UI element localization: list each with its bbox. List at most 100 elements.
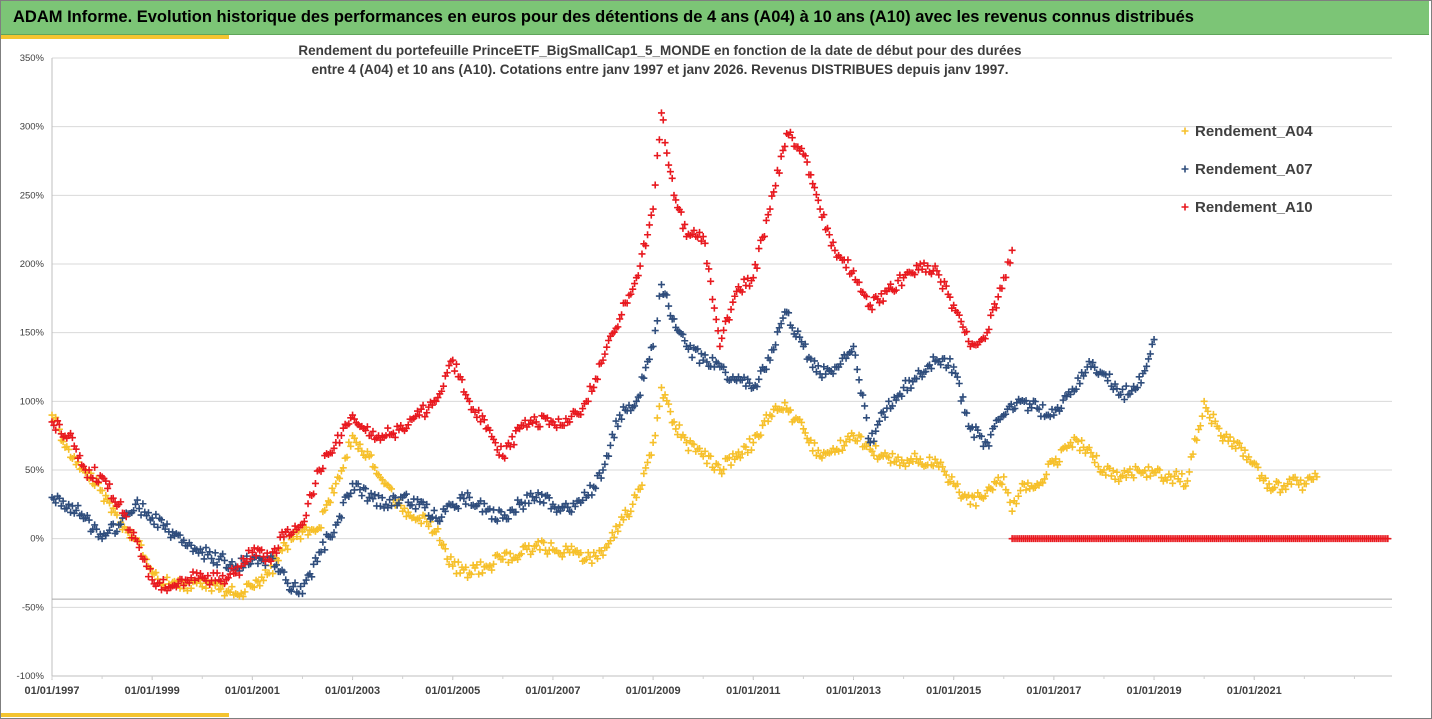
data-point-rendement_a07 [950,363,958,371]
interp-point-rendement_a07 [395,499,403,507]
data-point-rendement_a10 [649,205,657,213]
data-point-rendement_a07 [65,500,73,508]
interp-point-rendement_a07 [157,516,165,524]
interp-point-rendement_a04 [560,549,568,557]
interp-point-rendement_a07 [668,315,676,323]
interp-point-rendement_a07 [788,324,796,332]
interp-point-rendement_a07 [376,502,384,510]
interp-point-rendement_a04 [981,492,989,500]
x-tick-label: 01/01/2005 [425,685,480,697]
interp-point-rendement_a04 [380,480,388,488]
interp-point-rendement_a10 [651,181,659,189]
interp-point-rendement_a07 [462,500,470,508]
interp-point-rendement_a04 [580,556,588,564]
interp-point-rendement_a04 [603,543,611,551]
interp-point-rendement_a07 [1111,380,1119,388]
interp-point-rendement_a10 [471,408,479,416]
interp-point-rendement_a10 [144,573,152,581]
data-point-rendement_a07 [616,411,624,419]
interp-point-rendement_a10 [824,224,832,232]
x-tick-label: 01/01/2001 [225,685,280,697]
interp-point-rendement_a04 [96,486,104,494]
interp-point-rendement_a10 [920,259,928,267]
interp-point-rendement_a10 [397,421,405,429]
interp-point-rendement_a07 [209,559,217,567]
interp-point-rendement_a10 [842,264,850,272]
interp-point-rendement_a04 [350,434,358,442]
interp-point-rendement_a10 [143,562,151,570]
interp-point-rendement_a04 [250,583,258,591]
interp-point-rendement_a04 [1237,444,1245,452]
interp-point-rendement_a07 [454,505,462,512]
interp-point-rendement_a07 [679,330,687,338]
interp-point-rendement_a10 [718,334,726,342]
interp-point-rendement_a04 [955,488,963,496]
interp-point-rendement_a10 [104,484,112,492]
interp-point-rendement_a07 [93,525,101,533]
interp-point-rendement_a07 [228,558,236,566]
interp-point-rendement_a07 [378,494,386,502]
interp-point-rendement_a07 [302,576,310,584]
interp-point-rendement_a10 [631,280,639,288]
interp-point-rendement_a10 [146,565,154,573]
x-tick-label: 01/01/2013 [826,685,881,697]
interp-point-rendement_a07 [742,382,750,390]
interp-point-rendement_a10 [369,427,377,435]
interp-point-rendement_a10 [419,401,427,409]
interp-point-rendement_a04 [577,549,585,557]
interp-point-rendement_a07 [747,384,755,392]
interp-point-rendement_a10 [679,224,687,232]
data-point-rendement_a07 [1150,336,1158,344]
interp-point-rendement_a10 [54,417,62,425]
interp-point-rendement_a10 [330,444,338,452]
interp-point-rendement_a04 [655,402,663,410]
interp-point-rendement_a04 [681,434,689,442]
interp-point-rendement_a10 [688,230,696,238]
interp-point-rendement_a04 [747,446,755,454]
interp-point-rendement_a07 [571,502,579,510]
interp-point-rendement_a10 [1382,535,1390,543]
interp-point-rendement_a10 [434,394,442,402]
interp-point-rendement_a10 [213,569,221,577]
interp-point-rendement_a10 [868,306,876,314]
interp-point-rendement_a10 [163,587,171,595]
interp-point-rendement_a10 [629,285,637,293]
interp-point-rendement_a04 [759,421,767,429]
data-point-rendement_a07 [365,493,373,501]
interp-point-rendement_a04 [100,497,108,505]
interp-point-rendement_a07 [801,340,809,348]
interp-point-rendement_a04 [1042,470,1050,478]
interp-point-rendement_a10 [913,262,921,270]
interp-point-rendement_a07 [655,292,663,300]
interp-point-rendement_a04 [378,476,386,484]
interp-point-rendement_a07 [811,357,819,365]
interp-point-rendement_a07 [944,362,952,370]
interp-point-rendement_a10 [705,265,713,273]
interp-point-rendement_a07 [337,514,345,522]
interp-point-rendement_a07 [501,511,509,519]
interp-point-rendement_a10 [775,169,783,177]
interp-point-rendement_a07 [701,351,709,359]
interp-point-rendement_a04 [1241,446,1249,454]
interp-point-rendement_a07 [794,327,802,335]
interp-point-rendement_a04 [896,461,904,469]
data-point-rendement_a04 [48,411,56,419]
interp-point-rendement_a07 [534,489,542,497]
interp-point-rendement_a07 [63,504,71,512]
interp-point-rendement_a04 [1111,475,1119,483]
interp-point-rendement_a04 [247,582,255,590]
data-point-rendement_a10 [716,342,724,350]
interp-point-rendement_a10 [708,295,716,303]
interp-point-rendement_a07 [913,375,921,383]
interp-point-rendement_a07 [868,429,876,437]
interp-point-rendement_a07 [842,354,850,362]
interp-point-rendement_a04 [475,570,483,578]
interp-point-rendement_a07 [159,521,167,529]
interp-point-rendement_a10 [946,293,954,301]
interp-point-rendement_a04 [1280,482,1288,490]
interp-point-rendement_a04 [608,529,616,537]
interp-point-rendement_a04 [1004,489,1012,497]
interp-point-rendement_a04 [1089,453,1097,461]
interp-point-rendement_a04 [1087,449,1095,457]
interp-point-rendement_a04 [1014,492,1022,500]
